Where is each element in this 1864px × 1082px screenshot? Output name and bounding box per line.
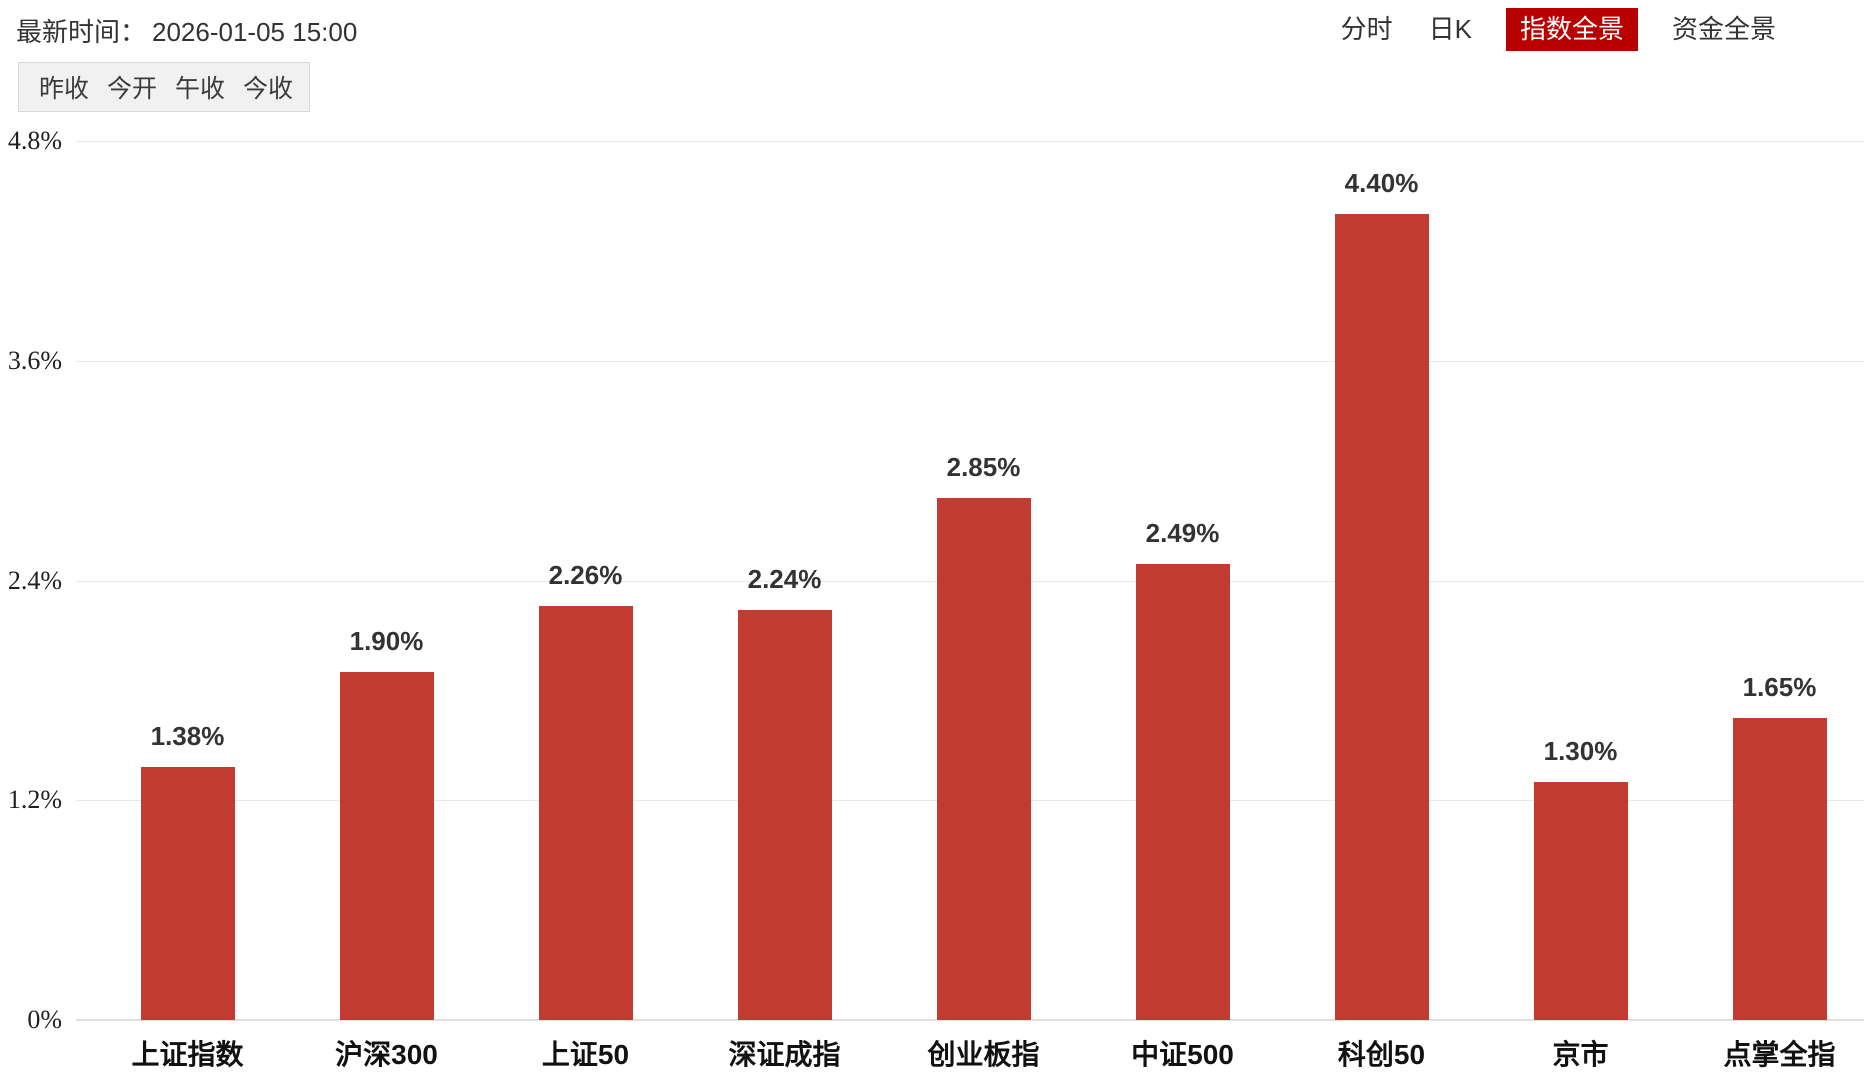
tab-index-panorama[interactable]: 指数全景 <box>1505 8 1638 52</box>
chart-bar <box>339 672 434 1020</box>
tab-fund-panorama[interactable]: 资金全景 <box>1671 14 1776 44</box>
chart-bar <box>1732 717 1827 1020</box>
stat-button-midday-close[interactable]: 午收 <box>175 75 226 103</box>
chart-bar <box>737 609 832 1020</box>
gridline <box>76 141 1864 142</box>
tab-daily-k[interactable]: 日K <box>1428 14 1472 44</box>
latest-time: 最新时间： 2026-01-05 15:00 <box>16 12 357 49</box>
bar-value-label: 1.38% <box>150 721 225 752</box>
bar-value-label: 2.26% <box>548 560 623 591</box>
bar-value-label: 1.65% <box>1742 671 1817 702</box>
gridline <box>76 1019 1864 1021</box>
x-axis-category-label: 科创50 <box>1337 1039 1426 1070</box>
chart-bar <box>1135 564 1230 1020</box>
y-axis-tick-label: 1.2% <box>7 785 62 815</box>
bar-value-label: 1.90% <box>349 626 424 657</box>
chart-bar <box>538 606 633 1020</box>
bar-value-label: 1.30% <box>1543 735 1618 766</box>
view-tabs: 分时 日K 指数全景 资金全景 <box>1339 8 1778 52</box>
chart-bar <box>140 767 235 1020</box>
y-axis-tick-label: 0% <box>27 1005 62 1034</box>
stat-button-prev-close[interactable]: 昨收 <box>39 75 90 103</box>
chart-bar <box>1334 214 1429 1020</box>
y-axis-tick-label: 2.4% <box>7 565 62 595</box>
bar-value-label: 2.24% <box>747 563 822 594</box>
x-axis-category-label: 点掌全指 <box>1723 1039 1836 1070</box>
bar-value-label: 2.49% <box>1145 518 1220 549</box>
y-axis-tick-label: 4.8% <box>7 126 62 155</box>
latest-time-label: 最新时间： <box>16 17 147 47</box>
bar-value-label: 4.40% <box>1344 168 1419 199</box>
x-axis-category-label: 上证指数 <box>131 1039 244 1070</box>
x-axis-category-label: 深证成指 <box>728 1039 841 1070</box>
x-axis-category-label: 上证50 <box>541 1039 630 1070</box>
x-axis-category-label: 京市 <box>1552 1039 1609 1070</box>
chart-bar <box>936 498 1031 1020</box>
bar-value-label: 2.85% <box>946 452 1021 483</box>
x-axis-category-label: 沪深300 <box>335 1039 438 1070</box>
x-axis-category-label: 中证500 <box>1131 1039 1234 1070</box>
price-stat-button-group: 昨收 今开 午收 今收 <box>18 62 311 112</box>
stat-button-today-close[interactable]: 今收 <box>243 75 294 103</box>
x-axis-category-label: 创业板指 <box>927 1039 1040 1070</box>
chart-bar <box>1533 781 1628 1020</box>
stat-button-today-open[interactable]: 今开 <box>107 75 158 103</box>
tab-minute-chart[interactable]: 分时 <box>1340 14 1393 44</box>
y-axis-tick-label: 3.6% <box>7 345 62 375</box>
gridline <box>76 360 1864 362</box>
latest-time-value: 2026-01-05 15:00 <box>152 17 358 47</box>
